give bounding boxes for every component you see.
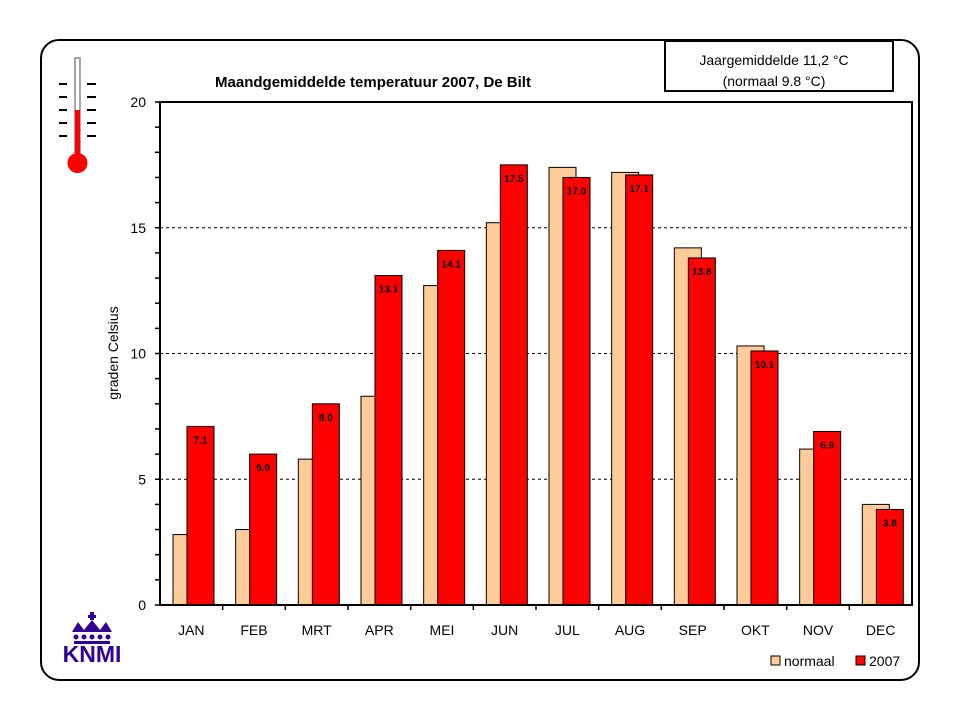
bar-2007-sep	[687, 257, 716, 606]
x-tick-label: JAN	[178, 622, 204, 638]
chart-title: Maandgemiddelde temperatuur 2007, De Bil…	[215, 74, 531, 91]
thermometer-icon	[59, 57, 96, 173]
y-tick-label: 0	[138, 597, 146, 613]
data-label-2007: 13.8	[692, 267, 712, 278]
data-label-2007: 3.8	[883, 518, 897, 529]
knmi-crown-logo: KNMI	[63, 612, 122, 667]
legend-label-normaal: normaal	[784, 653, 835, 669]
bar-2007-jun	[499, 164, 528, 606]
plot-area-border	[159, 101, 913, 606]
x-tick-label: APR	[365, 622, 394, 638]
legend-swatch-2007	[855, 655, 866, 666]
data-label-2007: 8.0	[319, 413, 333, 424]
annual-average-text: Jaargemiddelde 11,2 °C	[699, 52, 848, 68]
x-tick-label: JUN	[491, 622, 518, 638]
bar-2007-jul	[562, 176, 591, 606]
data-label-2007: 13.1	[379, 285, 399, 296]
y-tick-label: 10	[130, 346, 146, 362]
x-tick-label: MRT	[302, 622, 333, 638]
bar-2007-feb	[249, 453, 278, 606]
data-label-2007: 17.0	[567, 186, 587, 197]
bar-2007-nov	[813, 430, 842, 606]
bar-2007-okt	[750, 350, 779, 606]
bar-2007-mei	[437, 249, 466, 606]
y-tick-label: 20	[130, 94, 146, 110]
y-tick-label: 15	[130, 220, 146, 236]
legend-swatch-normaal	[770, 655, 781, 666]
x-tick-label: JUL	[555, 622, 580, 638]
legend: normaal 2007	[770, 653, 900, 669]
data-label-2007: 17.1	[629, 184, 649, 195]
data-label-2007: 6.9	[820, 440, 834, 451]
data-label-2007: 7.1	[194, 435, 208, 446]
bar-2007-jan	[186, 425, 215, 606]
bar-2007-aug	[625, 174, 654, 606]
bar-2007-apr	[374, 275, 403, 606]
data-label-2007: 14.1	[441, 259, 461, 270]
y-axis-label: graden Celsius	[105, 306, 121, 399]
data-label-2007: 10.1	[755, 360, 775, 371]
summary-box: Jaargemiddelde 11,2 °C (normaal 9.8 °C)	[664, 40, 894, 92]
x-tick-label: FEB	[240, 622, 267, 638]
x-tick-label: MEI	[430, 622, 455, 638]
y-tick-label: 5	[138, 471, 146, 487]
x-tick-label: DEC	[866, 622, 896, 638]
normal-average-text: (normaal 9.8 °C)	[723, 73, 826, 89]
x-tick-label: NOV	[803, 622, 834, 638]
data-label-2007: 17.5	[504, 174, 524, 185]
data-label-2007: 6.0	[256, 463, 270, 474]
x-tick-label: AUG	[615, 622, 645, 638]
x-tick-label: SEP	[679, 622, 707, 638]
legend-label-2007: 2007	[869, 653, 900, 669]
knmi-logo-text: KNMI	[63, 641, 122, 667]
x-tick-label: OKT	[741, 622, 770, 638]
bar-2007-mrt	[311, 403, 340, 606]
